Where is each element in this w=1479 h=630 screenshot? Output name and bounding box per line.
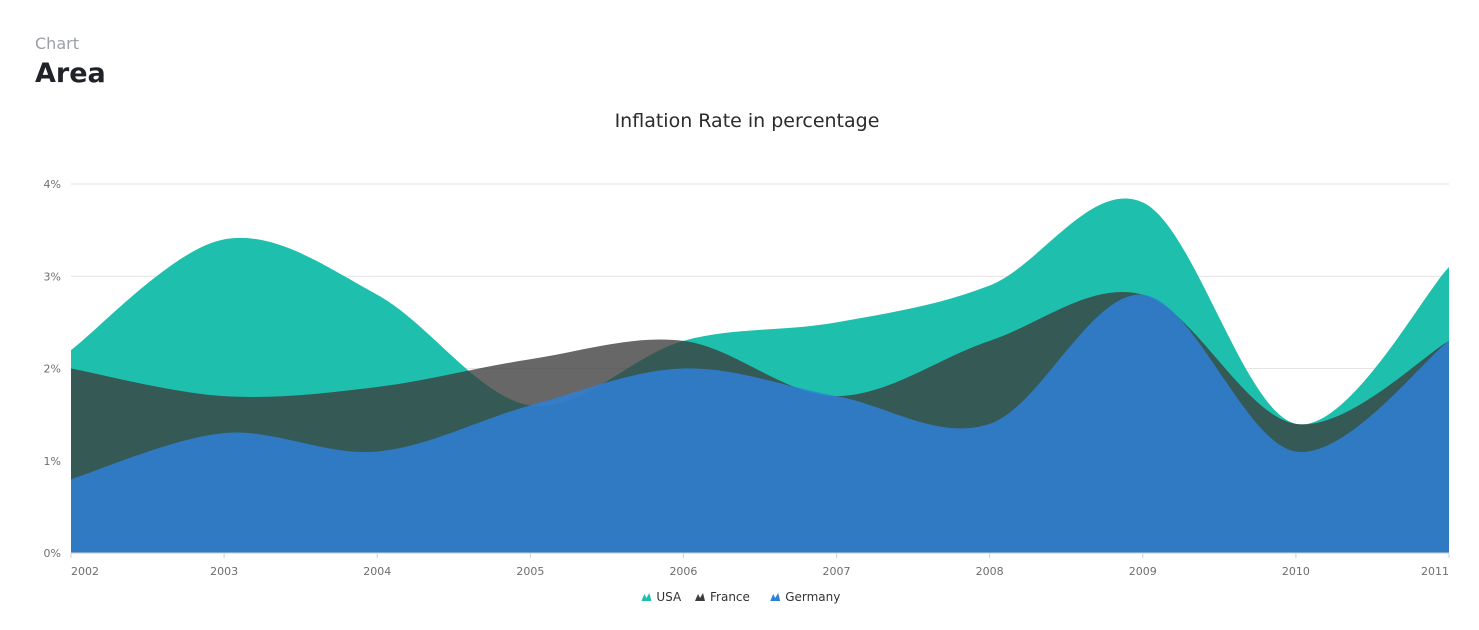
legend[interactable]: USA France Germany <box>641 590 840 604</box>
x-tick-label: 2004 <box>363 565 391 578</box>
legend-label: France <box>710 590 750 604</box>
y-tick-label: 1% <box>44 455 61 468</box>
page-title: Area <box>35 58 106 89</box>
axes: 0% 1% 2% 3% 4% 2002 2003 2004 2005 2006 2007 2008 20… <box>44 178 1450 578</box>
legend-label: USA <box>656 590 682 604</box>
y-tick-label: 2% <box>44 363 61 376</box>
x-tick-label: 2006 <box>669 565 697 578</box>
x-tick-label: 2009 <box>1129 565 1157 578</box>
y-tick-label: 0% <box>44 547 61 560</box>
y-tick-label: 3% <box>44 270 61 283</box>
page-header: Chart Area <box>35 33 106 91</box>
legend-item-usa[interactable]: USA <box>641 590 682 604</box>
legend-area-icon <box>770 593 781 601</box>
y-tick-label: 4% <box>44 178 61 191</box>
breadcrumb: Chart <box>35 34 79 53</box>
legend-area-icon <box>641 593 652 601</box>
legend-label: Germany <box>785 590 840 604</box>
legend-area-icon <box>695 593 705 601</box>
x-tick-label: 2003 <box>210 565 238 578</box>
x-tick-label: 2008 <box>976 565 1004 578</box>
x-tick-label: 2011 <box>1421 565 1449 578</box>
x-tick-label: 2005 <box>516 565 544 578</box>
legend-item-france[interactable]: France <box>695 590 750 604</box>
series-areas <box>71 198 1449 553</box>
chart-title: Inflation Rate in percentage <box>615 110 880 132</box>
area-series-germany[interactable] <box>71 294 1449 553</box>
x-tick-label: 2002 <box>71 565 99 578</box>
x-tick-label: 2007 <box>823 565 851 578</box>
x-tick-label: 2010 <box>1282 565 1310 578</box>
legend-item-germany[interactable]: Germany <box>770 590 840 604</box>
